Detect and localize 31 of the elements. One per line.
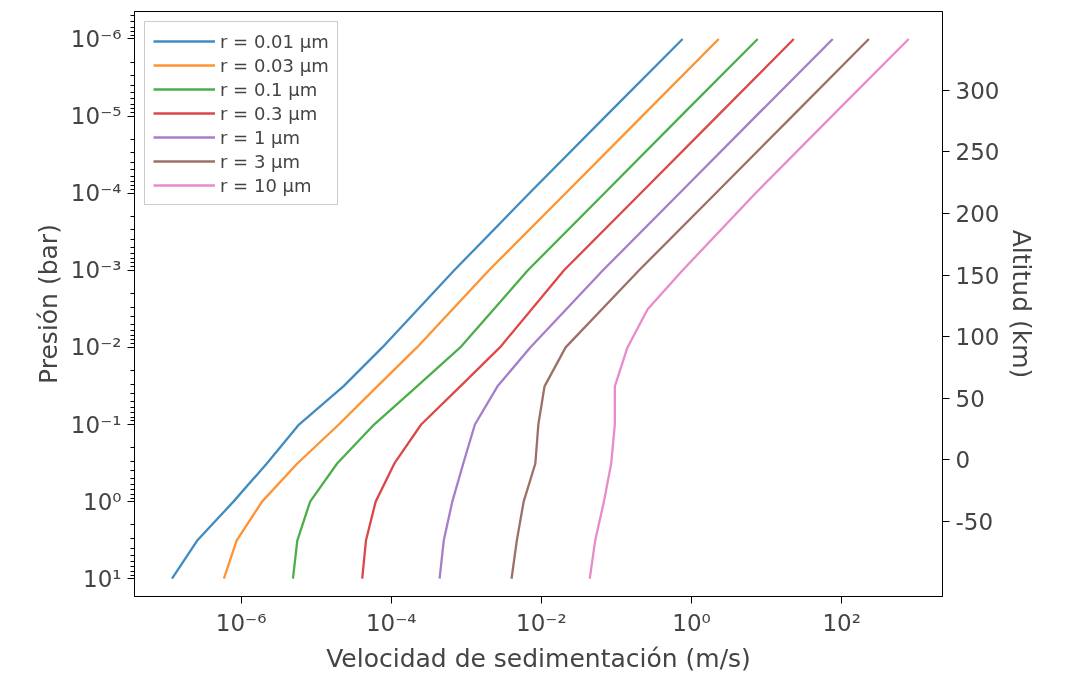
y2-tick-label: 300: [955, 77, 1000, 104]
legend-label: r = 0.01 μm: [220, 30, 329, 52]
y-tick-label: 10⁻²: [70, 334, 122, 361]
legend-label: r = 3 μm: [220, 150, 301, 172]
legend-label: r = 10 μm: [220, 174, 312, 196]
legend-label: r = 0.3 μm: [220, 102, 318, 124]
y-tick-label: 10⁰: [83, 488, 122, 515]
x-tick-label: 10⁰: [672, 609, 711, 636]
y2-tick-label: 50: [955, 385, 985, 412]
legend-label: r = 0.1 μm: [220, 78, 318, 100]
y2-axis-title: Altitud (km): [1007, 229, 1037, 379]
x-tick-label: 10²: [822, 609, 861, 636]
x-axis-title: Velocidad de sedimentación (m/s): [326, 643, 751, 673]
y2-tick-label: 250: [955, 139, 1000, 166]
legend-label: r = 1 μm: [220, 126, 301, 148]
y2-tick-label: 200: [955, 200, 1000, 227]
y2-tick-label: 0: [955, 447, 971, 474]
y2-tick-label: -50: [955, 508, 994, 535]
y2-tick-label: 100: [955, 324, 1000, 351]
y-tick-label: 10⁻⁴: [70, 180, 122, 207]
y-tick-label: 10⁻⁶: [70, 25, 122, 52]
y-tick-label: 10¹: [83, 565, 122, 592]
legend-label: r = 0.03 μm: [220, 54, 329, 76]
x-tick-label: 10⁻⁶: [215, 609, 267, 636]
x-tick-label: 10⁻²: [516, 609, 567, 636]
x-tick-label: 10⁻⁴: [365, 609, 417, 636]
y2-tick-label: 150: [955, 262, 1000, 289]
y-tick-label: 10⁻¹: [70, 411, 122, 438]
y-tick-label: 10⁻⁵: [70, 103, 122, 130]
y-axis-title: Presión (bar): [33, 224, 63, 384]
y-tick-label: 10⁻³: [70, 257, 122, 284]
